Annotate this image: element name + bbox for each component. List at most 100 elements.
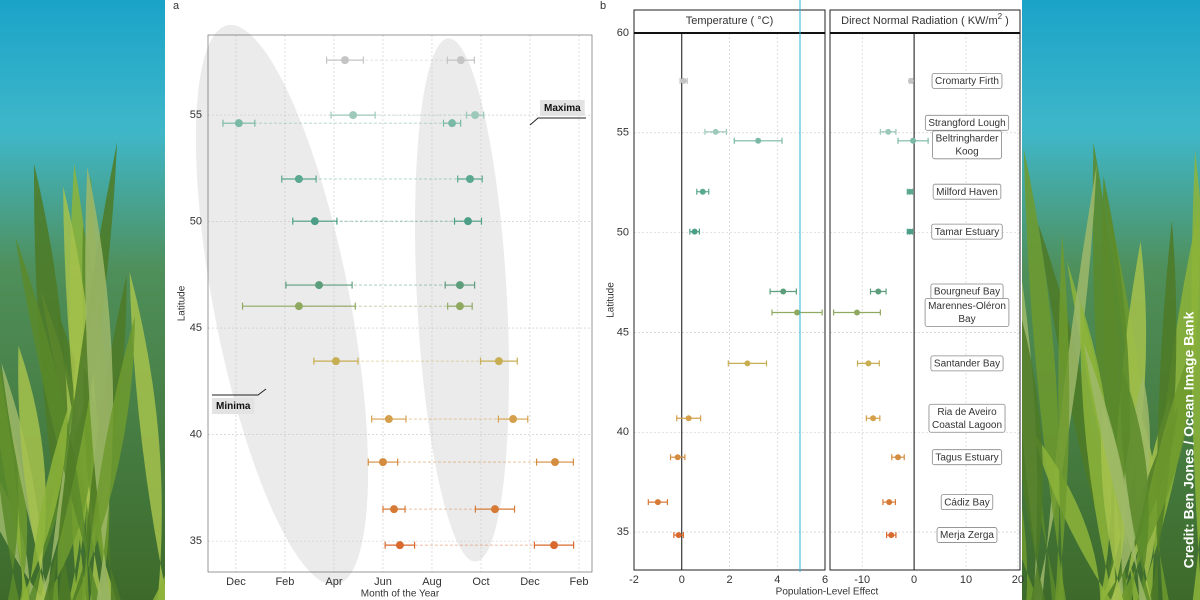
point [674, 454, 681, 461]
point [315, 281, 324, 290]
y-axis-title: Latitude [177, 285, 188, 321]
site-label-box [936, 527, 998, 543]
leaf [129, 271, 168, 600]
y-tick-label: 35 [190, 535, 202, 547]
point [550, 541, 559, 550]
y-tick-label: 45 [190, 322, 202, 334]
site-label: Marennes-Oléron [928, 301, 1006, 312]
season-band [195, 24, 369, 586]
point [464, 217, 473, 226]
site-label: Bourgneuf Bay [934, 287, 1000, 298]
leaf [1057, 234, 1070, 600]
point [294, 302, 303, 311]
panel-label: b [600, 0, 606, 12]
point [389, 505, 398, 514]
seagrass [0, 142, 1200, 600]
photo-credit: Credit: Ben Jones / Ocean Image Bank [1181, 311, 1197, 568]
point [906, 188, 913, 195]
x-tick-label: Feb [570, 576, 589, 588]
point [331, 357, 340, 366]
leaf [1032, 431, 1111, 600]
strip-title-part: ) [1002, 15, 1009, 27]
leaf [15, 237, 101, 600]
strip-title: Temperature ( °C) [686, 15, 774, 27]
strip-title-part: Direct Normal Radiation ( KW/m [841, 15, 997, 27]
point [465, 174, 474, 183]
point [378, 458, 387, 467]
y-tick-label: 50 [190, 216, 202, 228]
leaf [1080, 301, 1114, 600]
point [294, 174, 303, 183]
point [885, 128, 892, 135]
x-axis-title: Month of the Year [361, 589, 440, 600]
leaf [0, 365, 20, 600]
strip-title-part: 2 [998, 12, 1003, 21]
point [865, 360, 872, 367]
site-label-box [932, 130, 1002, 160]
annotation-box [540, 100, 585, 116]
strip-title: Direct Normal Radiation ( KW/m2 ) [841, 12, 1009, 27]
y-tick-label: 35 [617, 526, 629, 538]
point [448, 119, 457, 128]
annotation-leader [212, 388, 267, 396]
x-tick-label: 4 [774, 574, 780, 586]
x-axis-title: Population-Level Effect [776, 587, 879, 598]
site-label: Bay [958, 314, 975, 325]
y-tick-label: 50 [617, 227, 629, 239]
y-tick-label: 40 [617, 426, 629, 438]
point [794, 309, 801, 316]
point [744, 360, 751, 367]
point [234, 119, 243, 128]
point [755, 137, 762, 144]
point [509, 415, 518, 424]
site-label: Strangford Lough [928, 118, 1005, 129]
annotation-label: Maxima [544, 103, 581, 114]
x-tick-label: Oct [472, 576, 489, 588]
annotation-leader [529, 117, 586, 126]
annotation-box [212, 398, 255, 414]
panel-a: Dec Feb Apr Jun Aug Oct Dec Feb 35 40 45 50 55 Month … [177, 24, 593, 600]
site-label: Beltringharder [936, 133, 999, 144]
x-tick-label: 6 [822, 574, 828, 586]
site-label: Coastal Lagoon [932, 420, 1002, 431]
point [853, 309, 860, 316]
site-label: Milford Haven [936, 187, 998, 198]
point [455, 302, 464, 311]
x-tick-label: 0 [911, 574, 917, 586]
point [550, 458, 559, 467]
point [907, 77, 914, 84]
point [340, 56, 349, 65]
x-tick-label: 2 [726, 574, 732, 586]
point [906, 228, 913, 235]
y-tick-label: 60 [617, 27, 629, 39]
season-band [415, 38, 509, 562]
point [490, 505, 499, 514]
x-tick-label: Jun [374, 576, 392, 588]
point [349, 111, 358, 120]
point [910, 137, 917, 144]
annotation-label: Minima [216, 401, 251, 412]
site-label: Cromarty Firth [935, 76, 999, 87]
x-tick-label: -2 [629, 574, 639, 586]
point [654, 499, 661, 506]
y-tick-label: 40 [190, 429, 202, 441]
site-label: Koog [955, 146, 978, 157]
site-label-box [931, 73, 1003, 89]
y-axis-title: Latitude [606, 282, 617, 318]
site-label-box [930, 355, 1004, 372]
leaf [75, 316, 135, 600]
plot-border [207, 34, 593, 573]
point [310, 217, 319, 226]
y-tick-label: 55 [190, 109, 202, 121]
x-tick-label: 10 [960, 574, 972, 586]
site-label: Santander Bay [934, 359, 1000, 370]
site-label-box [931, 223, 1003, 240]
x-tick-label: Dec [520, 576, 540, 588]
point [691, 228, 698, 235]
site-label-box [931, 449, 1003, 466]
point [494, 357, 503, 366]
site-label-box [940, 494, 994, 511]
